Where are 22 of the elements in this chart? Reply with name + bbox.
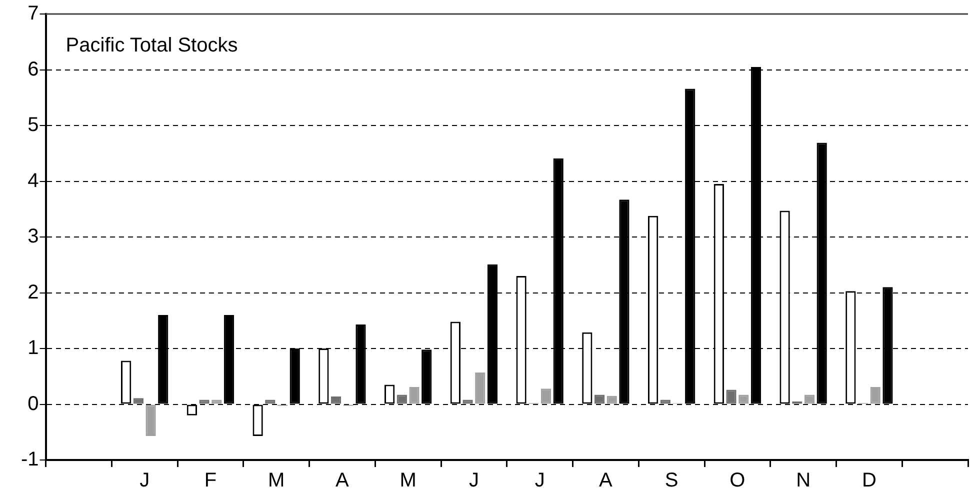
x-tick-label: J bbox=[534, 470, 545, 492]
x-tick-label: A bbox=[336, 470, 350, 492]
x-tick-label: S bbox=[664, 470, 678, 492]
y-tick-label: 5 bbox=[28, 114, 39, 136]
y-tick-label: 1 bbox=[28, 337, 39, 360]
x-tick-label: A bbox=[599, 470, 614, 492]
y-tick-label: 6 bbox=[28, 58, 39, 80]
x-tick-label: M bbox=[400, 470, 416, 492]
x-tick-label: F bbox=[204, 470, 217, 492]
text: Pacific Total Stocks bbox=[66, 34, 238, 57]
x-tick-label: O bbox=[730, 470, 746, 492]
x-tick-label: N bbox=[796, 470, 811, 492]
y-tick-label: 3 bbox=[28, 226, 39, 248]
x-tick-label: D bbox=[862, 470, 876, 492]
x-tick-label: J bbox=[468, 470, 479, 492]
x-tick-label: J bbox=[140, 470, 150, 492]
x-tick-label: M bbox=[268, 470, 285, 492]
y-tick-label: -1 bbox=[20, 448, 39, 471]
y-tick-label: 4 bbox=[28, 170, 39, 192]
y-tick-label: 7 bbox=[28, 2, 39, 25]
y-tick-label: 2 bbox=[28, 281, 39, 304]
y-tick-label: 0 bbox=[28, 392, 39, 415]
